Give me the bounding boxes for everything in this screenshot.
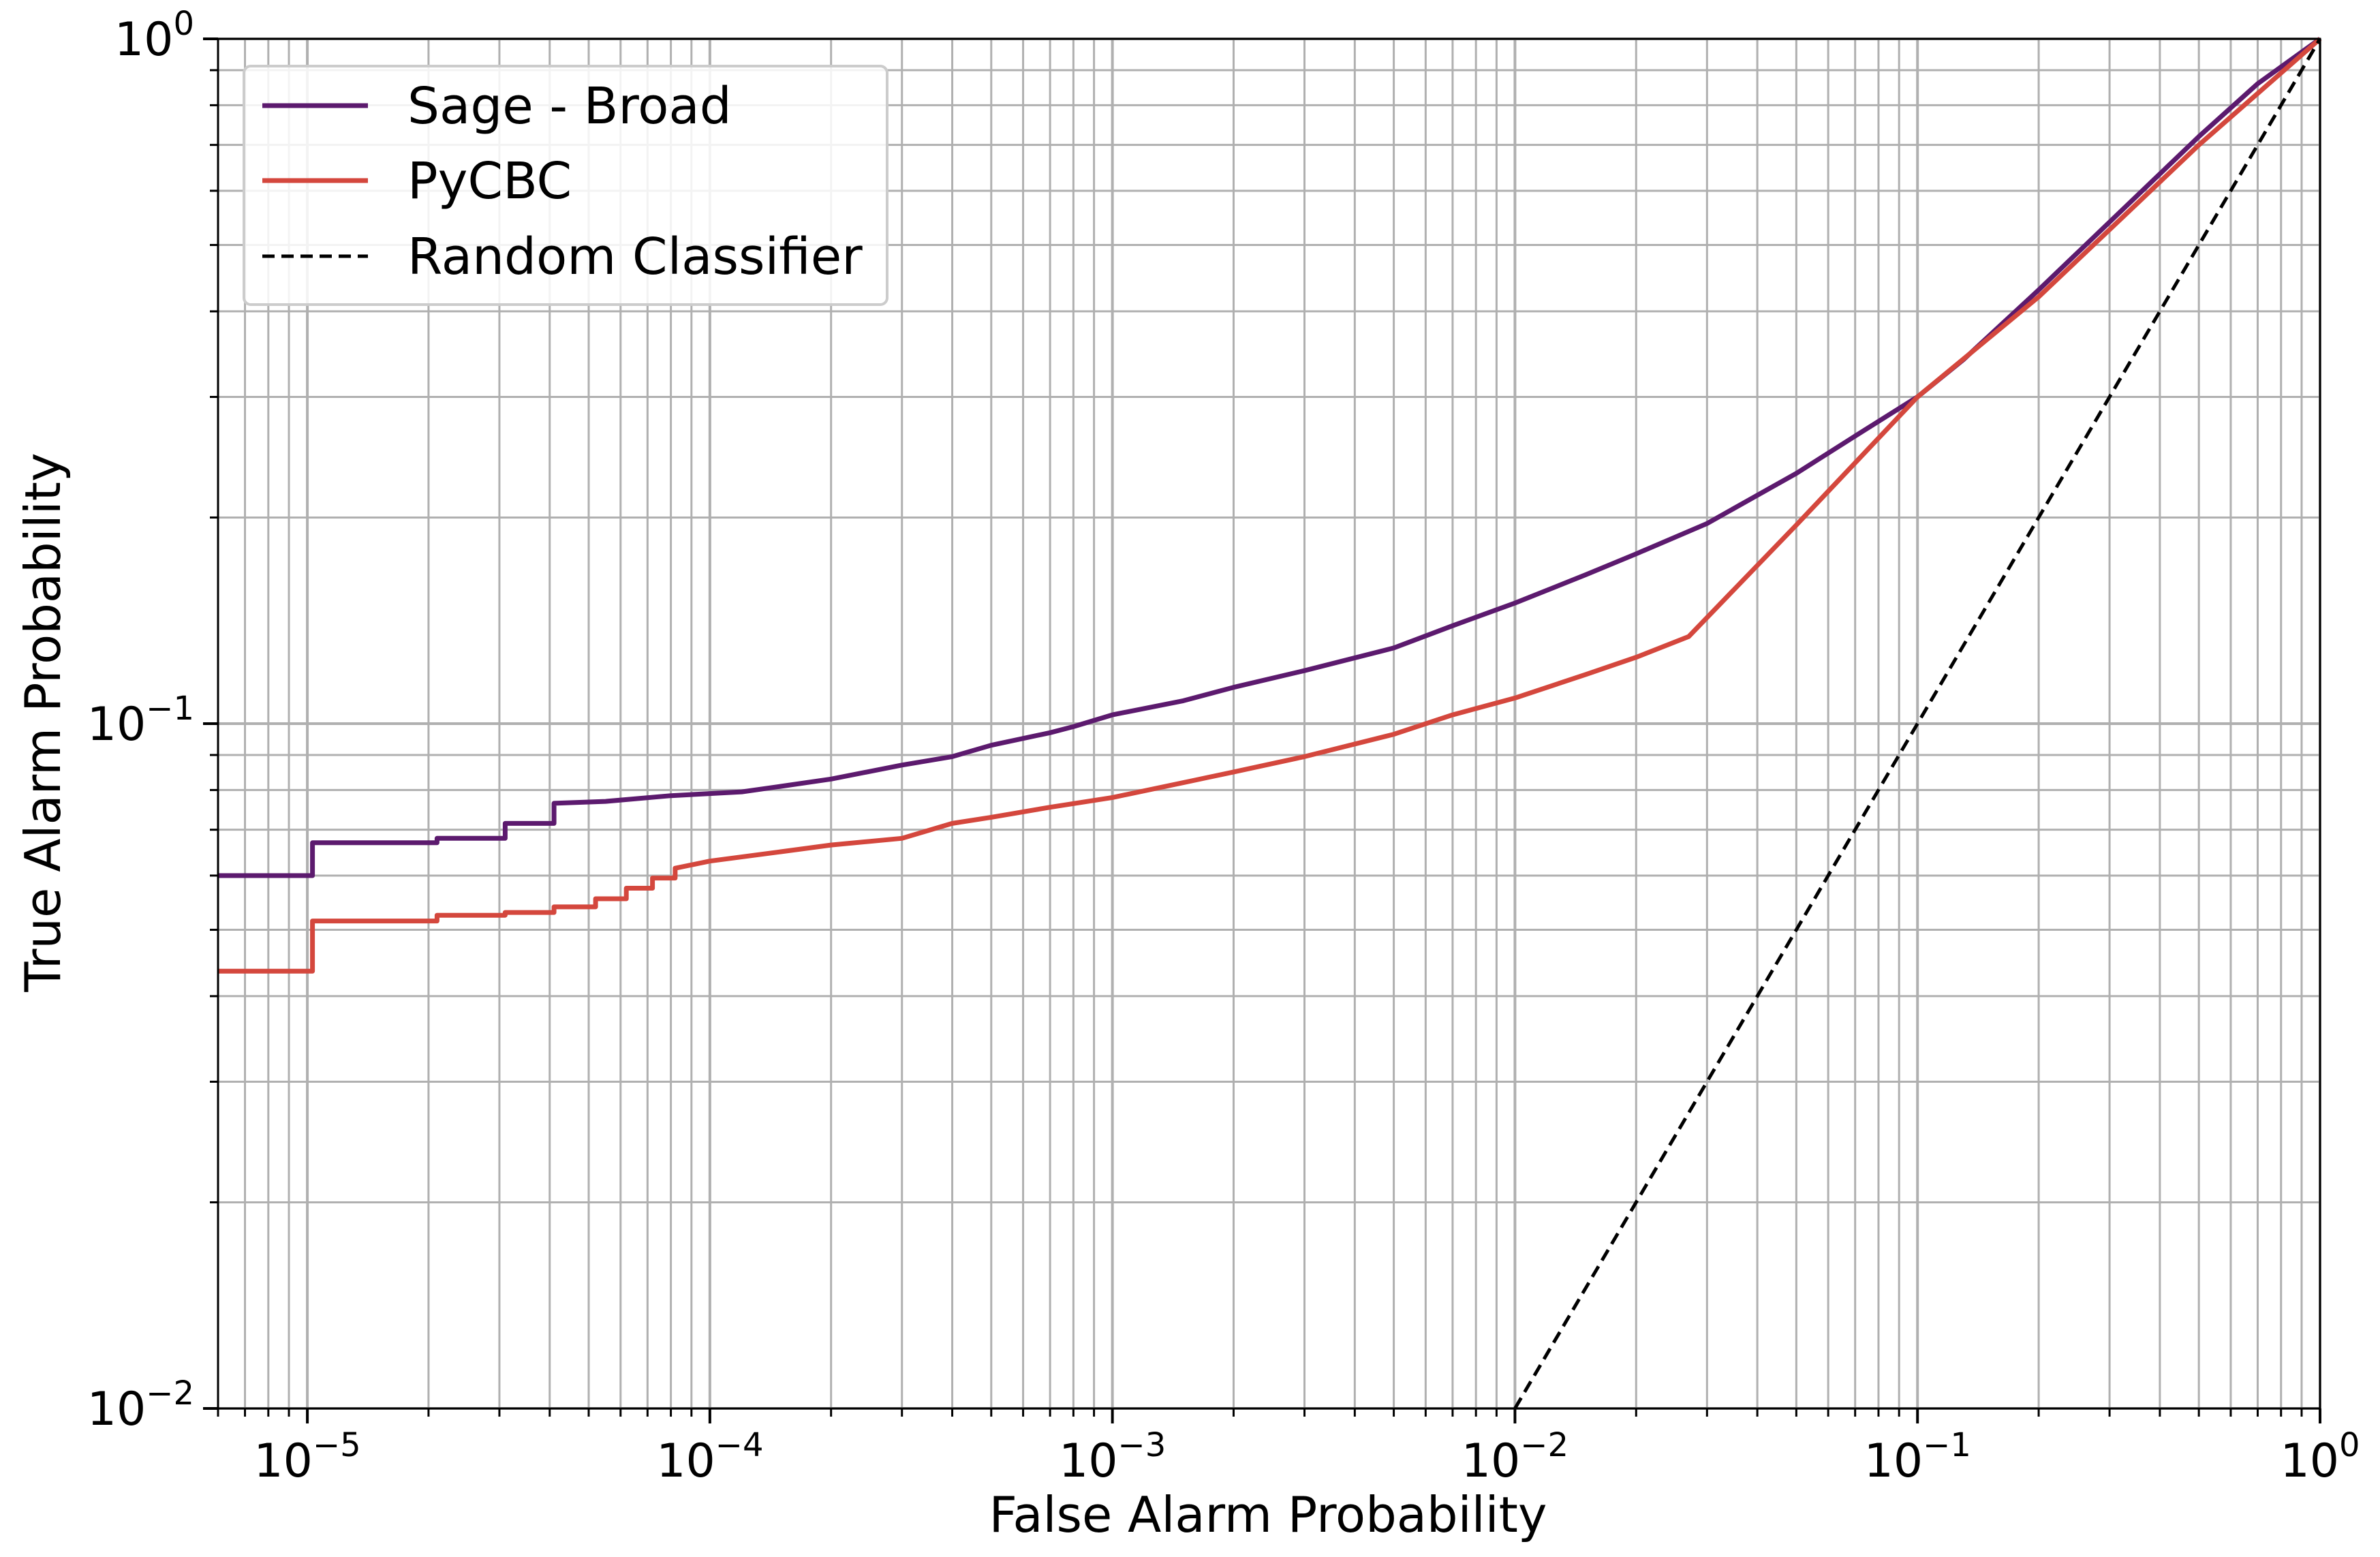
series-line-random-classifier <box>1513 37 2322 1410</box>
y-tick-label: 100 <box>114 5 194 67</box>
y-tick-label: 10−2 <box>87 1374 194 1436</box>
x-tick-label: 10−4 <box>656 1426 763 1488</box>
y-tick-label: 10−1 <box>87 690 194 752</box>
y-axis-title: True Alarm Probability <box>14 452 72 992</box>
series-group <box>218 37 2322 1410</box>
x-tick-label: 100 <box>2280 1426 2360 1488</box>
series-line-sage-broad <box>218 37 2322 878</box>
legend-label-pycbc: PyCBC <box>407 152 572 211</box>
legend-box <box>243 65 888 306</box>
axis-ticks <box>203 37 2321 1423</box>
legend-label-sage-broad: Sage - Broad <box>407 77 732 136</box>
x-tick-label: 10−2 <box>1462 1426 1568 1488</box>
legend: Sage - Broad PyCBC Random Classifier <box>243 65 888 306</box>
tick-labels: 10−5 10−4 10−3 10−2 10−1 100 10−2 10−1 100 <box>87 5 2360 1488</box>
legend-label-random-classifier: Random Classifier <box>407 228 863 286</box>
series-line-pycbc <box>218 37 2322 974</box>
x-tick-label: 10−1 <box>1864 1426 1971 1488</box>
x-axis-title: False Alarm Probability <box>989 1486 1547 1543</box>
x-tick-label: 10−5 <box>253 1426 360 1488</box>
x-tick-label: 10−3 <box>1059 1426 1166 1488</box>
